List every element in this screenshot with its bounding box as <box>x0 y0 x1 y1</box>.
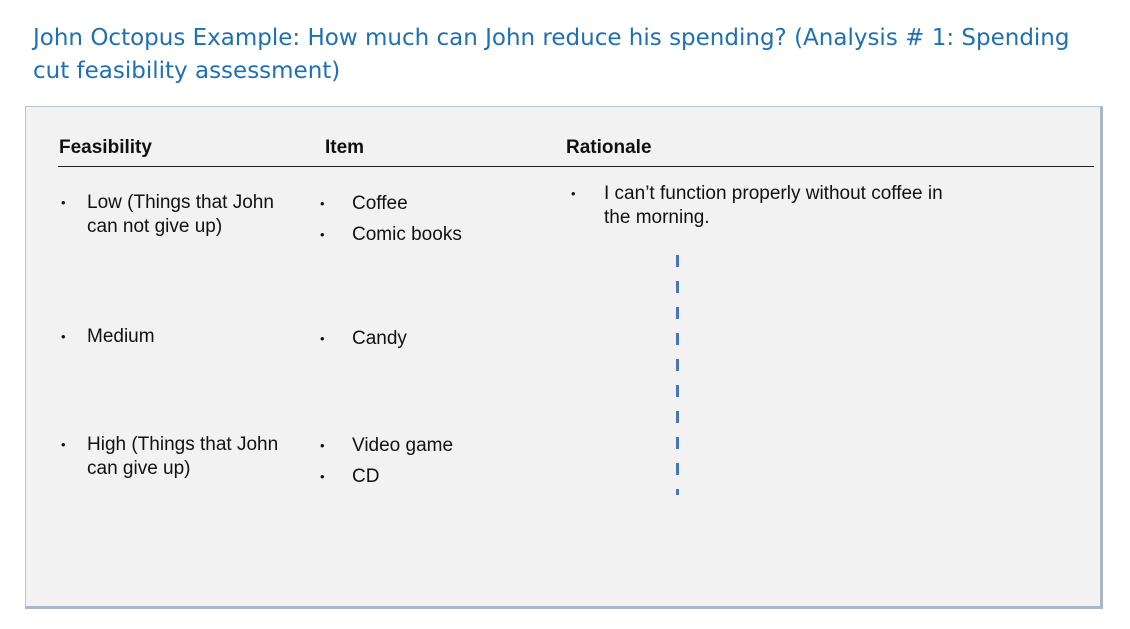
slide-title: John Octopus Example: How much can John … <box>33 25 1070 84</box>
dashed-divider <box>676 255 679 495</box>
item-video-game: • Video game <box>320 434 520 458</box>
item-label: Video game <box>352 435 454 456</box>
header-rule <box>58 166 1094 167</box>
bullet-icon: • <box>61 329 66 344</box>
content-panel <box>25 106 1103 609</box>
bullet-icon: • <box>61 437 66 452</box>
item-label: Coffee <box>352 193 408 214</box>
item-label: Comic books <box>352 224 462 245</box>
feasibility-high: • High (Things that John can give up) <box>61 433 311 481</box>
rationale-header: Rationale <box>566 137 652 158</box>
feasibility-medium-label: Medium <box>87 326 155 347</box>
feasibility-low-label: Low (Things that John can not give up) <box>87 192 274 237</box>
bullet-icon: • <box>320 438 325 453</box>
bullet-icon: • <box>320 196 325 211</box>
bullet-icon: • <box>320 331 325 346</box>
feasibility-high-label: High (Things that John can give up) <box>87 434 279 479</box>
feasibility-header: Feasibility <box>59 137 152 158</box>
item-label: Candy <box>352 328 407 349</box>
item-label: CD <box>352 466 380 487</box>
rationale-coffee: • I can’t function properly without coff… <box>571 182 1021 230</box>
item-coffee: • Coffee <box>320 192 520 216</box>
feasibility-medium: • Medium <box>61 325 311 349</box>
item-header: Item <box>325 137 365 158</box>
bullet-icon: • <box>571 186 576 201</box>
bullet-icon: • <box>320 469 325 484</box>
item-cd: • CD <box>320 465 520 489</box>
bullet-icon: • <box>320 227 325 242</box>
item-comic-books: • Comic books <box>320 223 520 247</box>
bullet-icon: • <box>61 195 66 210</box>
item-candy: • Candy <box>320 327 520 351</box>
rationale-label: I can’t function properly without coffee… <box>604 183 943 228</box>
feasibility-low: • Low (Things that John can not give up) <box>61 191 311 239</box>
